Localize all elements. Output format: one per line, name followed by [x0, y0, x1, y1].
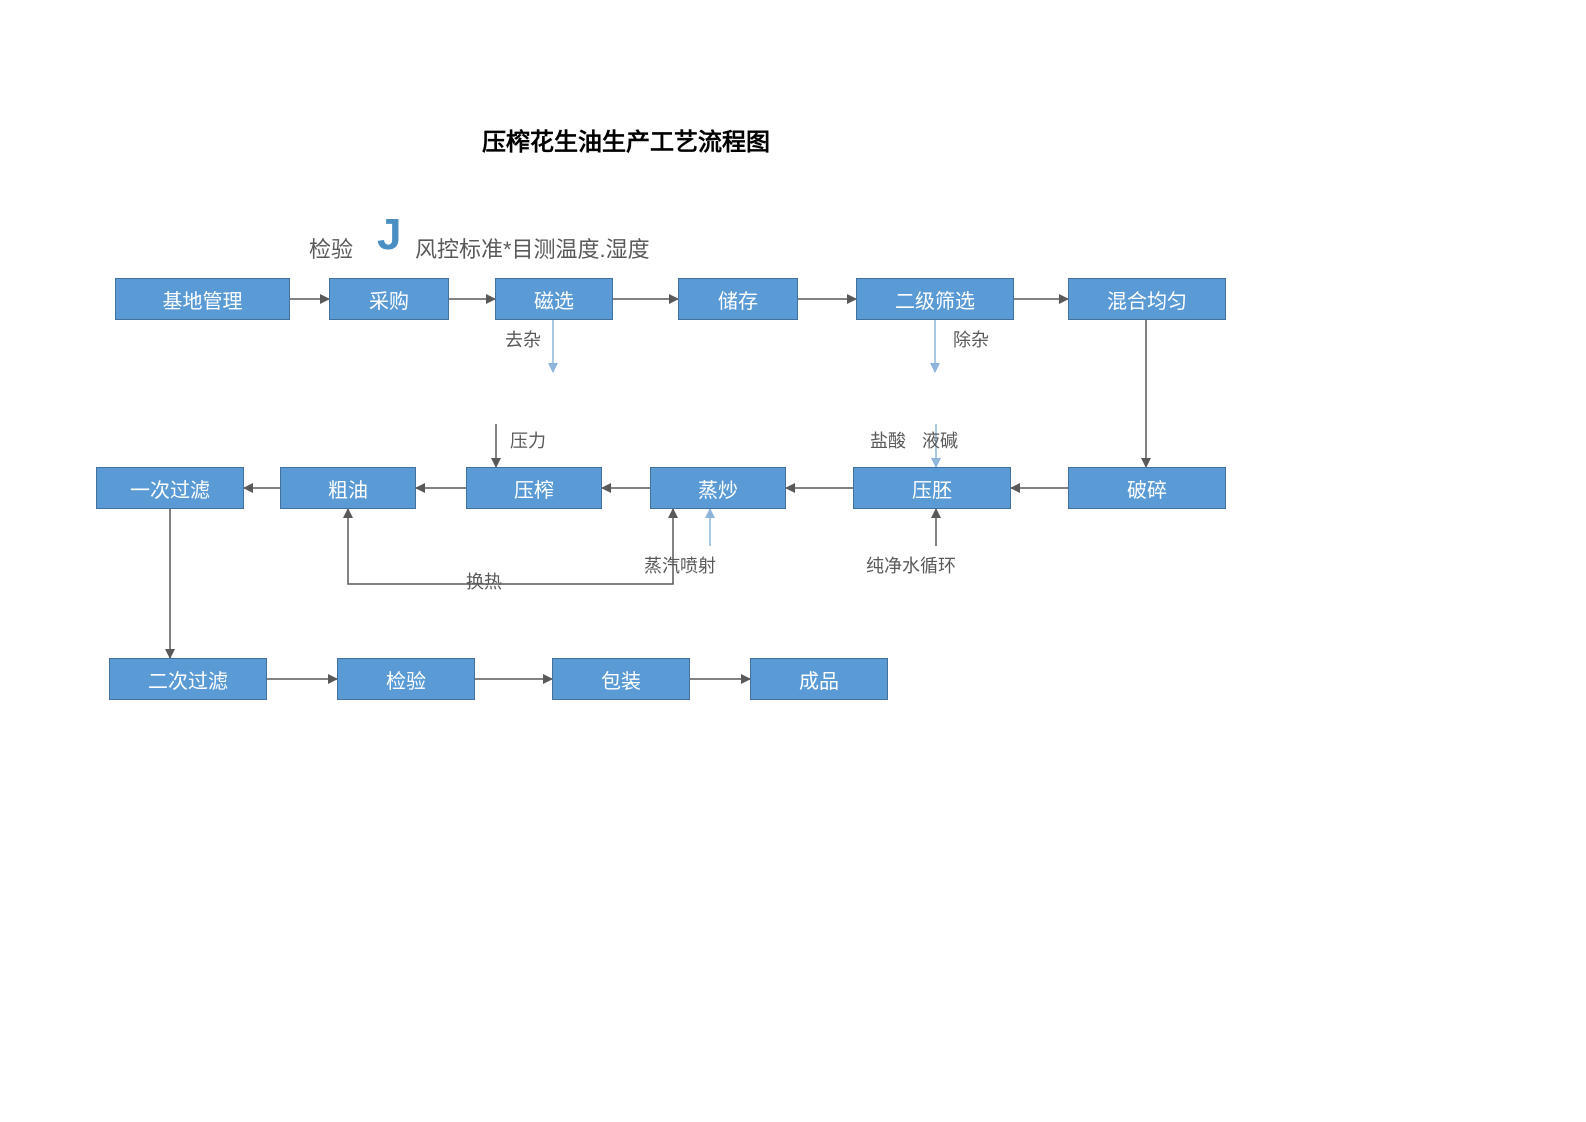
node-n3: 磁选: [495, 278, 613, 320]
label-l2: 风控标准*目测温度.湿度: [415, 232, 650, 264]
node-n1: 基地管理: [115, 278, 290, 320]
node-n15: 包装: [552, 658, 690, 700]
label-l10: 换热: [466, 568, 502, 594]
diagram-title: 压榨花生油生产工艺流程图: [482, 122, 770, 157]
node-n11: 粗油: [280, 467, 416, 509]
label-l4: 除杂: [953, 326, 989, 352]
node-n4: 储存: [678, 278, 798, 320]
label-l5: 压力: [510, 427, 546, 453]
node-n5: 二级筛选: [856, 278, 1014, 320]
node-n13: 二次过滤: [109, 658, 267, 700]
label-l9: 纯净水循环: [866, 552, 956, 578]
node-n10: 压榨: [466, 467, 602, 509]
label-l1: 检验: [309, 232, 353, 264]
label-l6: 盐酸: [870, 427, 906, 453]
label-l7: 液碱: [922, 427, 958, 453]
node-n8: 压胚: [853, 467, 1011, 509]
edges-layer: [0, 0, 1586, 1122]
label-lJ: J: [377, 210, 401, 260]
node-n12: 一次过滤: [96, 467, 244, 509]
flowchart-canvas: 压榨花生油生产工艺流程图 基地管理采购 磁选 储存 二级筛选 混合均匀破碎 压胚 蒸炒 压榨 粗…: [0, 0, 1586, 1122]
node-n16: 成品: [750, 658, 888, 700]
node-n2: 采购: [329, 278, 449, 320]
node-n7: 破碎: [1068, 467, 1226, 509]
node-n6: 混合均匀: [1068, 278, 1226, 320]
edge-e_heat: [348, 509, 673, 584]
label-l3: 去杂: [505, 326, 541, 352]
node-n14: 检验: [337, 658, 475, 700]
node-n9: 蒸炒: [650, 467, 786, 509]
label-l8: 蒸汽喷射: [644, 552, 716, 578]
